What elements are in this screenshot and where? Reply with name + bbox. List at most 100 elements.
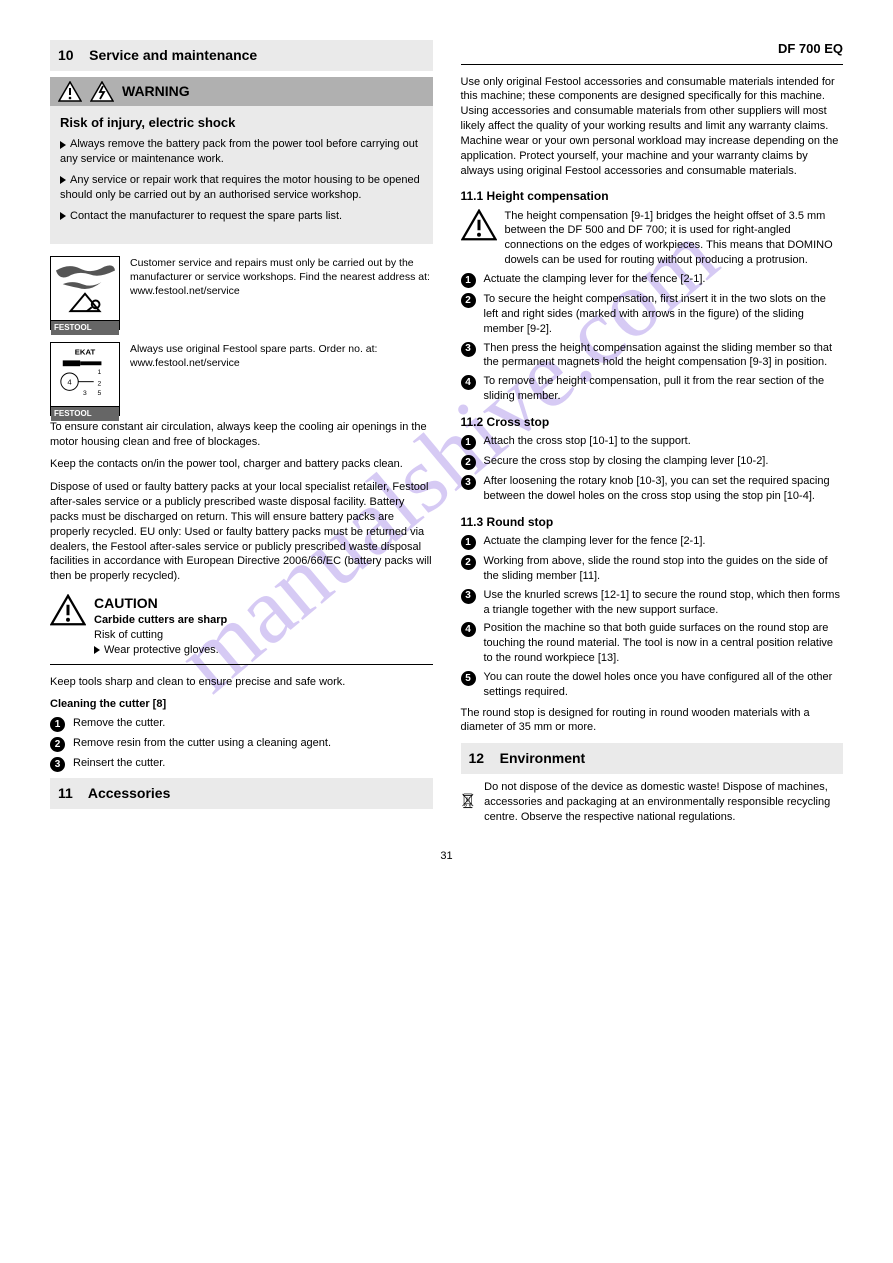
badge-label: FESTOOL (51, 320, 119, 336)
caution-headline: Carbide cutters are sharp (94, 613, 433, 628)
section-title: Environment (500, 750, 586, 766)
caution-sub: Risk of cutting (94, 628, 433, 643)
step-item: 2Secure the cross stop by closing the cl… (461, 454, 844, 470)
section-heading-10: 10 Service and maintenance (50, 40, 433, 71)
arrow-icon (60, 141, 66, 149)
step-text: Remove resin from the cutter using a cle… (73, 736, 433, 751)
arrow-icon (94, 646, 100, 654)
hc-steps: 1 Actuate the clamping lever for the fenc… (461, 272, 844, 404)
paragraph-ventilation: To ensure constant air circulation, alwa… (50, 420, 433, 450)
section-heading-11: 11 Accessories (50, 778, 433, 809)
rs-steps: 1Actuate the clamping lever for the fenc… (461, 534, 844, 700)
warning-item: Any service or repair work that requires… (60, 173, 423, 203)
step-item: 4 To remove the height compensation, pull… (461, 374, 844, 404)
warning-triangle-icon (58, 81, 82, 102)
warning-body: Risk of injury, electric shock Always re… (50, 106, 433, 244)
step-number-icon: 3 (461, 589, 476, 604)
step-item: 1 Attach the cross stop [10-1] to the sup… (461, 434, 844, 450)
step-text: Then press the height compensation again… (484, 341, 844, 371)
service-badge-world: FESTOOL (50, 256, 120, 330)
step-text: Actuate the clamping lever for the fence… (484, 272, 844, 287)
step-number-icon: 2 (461, 293, 476, 308)
section-title: Service and maintenance (89, 47, 257, 63)
step-text: Secure the cross stop by closing the cla… (484, 454, 844, 469)
two-column-layout: 10 Service and maintenance WARNING Risk … (50, 40, 843, 825)
ekat-badge: EKAT 4 1 2 3 5 FESTOOL (50, 342, 120, 416)
environment-block: Do not dispose of the device as domestic… (461, 780, 844, 825)
environment-text: Do not dispose of the device as domestic… (484, 780, 843, 825)
warning-text: Any service or repair work that requires… (60, 174, 420, 201)
step-text: Remove the cutter. (73, 716, 433, 731)
page-header: DF 700 EQ (461, 40, 844, 58)
paragraph-clean-contacts: Keep the contacts on/in the power tool, … (50, 457, 433, 472)
caution-label: CAUTION (94, 594, 433, 613)
page-number: 31 (50, 849, 843, 864)
step-number-icon: 1 (461, 273, 476, 288)
step-item: 2 To secure the height compensation, firs… (461, 292, 844, 337)
svg-text:4: 4 (67, 377, 72, 386)
svg-text:3: 3 (83, 390, 87, 397)
step-text: After loosening the rotary knob [10-3], … (484, 474, 844, 504)
step-text: To remove the height compensation, pull … (484, 374, 844, 404)
caution-text: CAUTION Carbide cutters are sharp Risk o… (94, 594, 433, 657)
step-item: 3 After loosening the rotary knob [10-3],… (461, 474, 844, 504)
svg-text:1: 1 (98, 369, 102, 376)
section-number: 10 (58, 47, 74, 63)
section-title: Accessories (88, 785, 171, 801)
step-text: Working from above, slide the round stop… (484, 554, 844, 584)
step-text: Position the machine so that both guide … (484, 621, 844, 666)
subheading-height-comp: 11.1 Height compensation (461, 188, 844, 204)
ekat-badge-text: Always use original Festool spare parts.… (130, 342, 433, 370)
service-badge-block: FESTOOL Customer service and repairs mus… (50, 256, 433, 330)
warning-item: Contact the manufacturer to request the … (60, 209, 423, 224)
step-item: 5 You can route the dowel holes once you … (461, 670, 844, 700)
electric-shock-icon (90, 81, 114, 102)
step-number-icon: 5 (461, 671, 476, 686)
step-item: 1Remove the cutter. (50, 716, 433, 732)
paragraph-battery-waste: Dispose of used or faulty battery packs … (50, 480, 433, 584)
cs-steps: 1 Attach the cross stop [10-1] to the sup… (461, 434, 844, 504)
caution-action: Wear protective gloves. (94, 643, 433, 658)
world-service-icon (51, 257, 119, 320)
warning-triangle-icon (461, 209, 497, 241)
step-item: 3 Then press the height compensation agai… (461, 341, 844, 371)
step-number-icon: 2 (50, 737, 65, 752)
paragraph-keep-sharp: Keep tools sharp and clean to ensure pre… (50, 675, 433, 690)
step-text: Use the knurled screws [12-1] to secure … (484, 588, 844, 618)
step-number-icon: 2 (461, 555, 476, 570)
warning-text: Contact the manufacturer to request the … (70, 210, 342, 222)
step-item: 2 Remove resin from the cutter using a cl… (50, 736, 433, 752)
step-text: Attach the cross stop [10-1] to the supp… (484, 434, 844, 449)
badge-label: FESTOOL (51, 406, 119, 422)
header-rule (461, 64, 844, 65)
step-number-icon: 1 (461, 435, 476, 450)
caution-action-text: Wear protective gloves. (104, 644, 219, 656)
step-text: To secure the height compensation, first… (484, 292, 844, 337)
left-column: 10 Service and maintenance WARNING Risk … (50, 40, 433, 825)
step-item: 3Reinsert the cutter. (50, 756, 433, 772)
step-number-icon: 1 (461, 535, 476, 550)
divider (50, 664, 433, 665)
right-column: DF 700 EQ Use only original Festool acce… (461, 40, 844, 825)
arrow-icon (60, 176, 66, 184)
step-number-icon: 3 (461, 342, 476, 357)
section-heading-12: 12 Environment (461, 743, 844, 774)
cutter-steps: 1Remove the cutter. 2 Remove resin from t… (50, 716, 433, 772)
step-text: Reinsert the cutter. (73, 756, 433, 771)
warning-header: WARNING (50, 77, 433, 106)
step-item: 2 Working from above, slide the round sto… (461, 554, 844, 584)
section-number: 11 (58, 785, 73, 801)
no-trash-icon (461, 780, 475, 820)
ekat-badge-block: EKAT 4 1 2 3 5 FESTOOL (50, 342, 433, 416)
svg-text:5: 5 (98, 390, 102, 397)
section-number: 12 (469, 750, 485, 766)
step-number-icon: 4 (461, 375, 476, 390)
step-item: 3 Use the knurled screws [12-1] to secure… (461, 588, 844, 618)
hc-para: The height compensation [9-1] bridges th… (505, 209, 844, 268)
svg-text:2: 2 (98, 380, 102, 387)
subheading-cross-stop: 11.2 Cross stop (461, 414, 844, 430)
warning-text: Always remove the battery pack from the … (60, 138, 418, 165)
ekat-icon: EKAT 4 1 2 3 5 (51, 343, 119, 406)
step-number-icon: 3 (461, 475, 476, 490)
step-text: You can route the dowel holes once you h… (484, 670, 844, 700)
